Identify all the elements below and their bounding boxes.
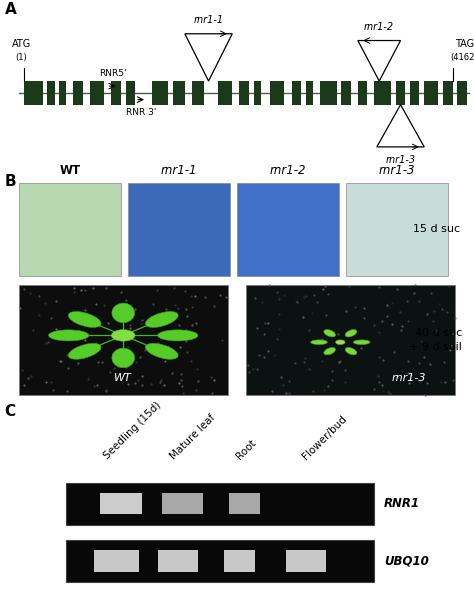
Ellipse shape (345, 330, 357, 337)
Text: rnr1-3: rnr1-3 (392, 373, 427, 383)
Bar (128, 184, 230, 276)
Circle shape (111, 330, 135, 341)
Bar (285, 550, 326, 572)
Text: 15 d suc: 15 d suc (413, 225, 460, 235)
Bar (218, 81, 232, 104)
Bar (192, 81, 204, 104)
Text: 40 d suc
+ 9 d soil: 40 d suc + 9 d soil (409, 328, 462, 352)
Text: B: B (5, 174, 17, 189)
Ellipse shape (146, 311, 178, 327)
Bar (100, 493, 142, 515)
Bar (270, 81, 284, 104)
Text: rnr1-3: rnr1-3 (379, 163, 415, 177)
Ellipse shape (68, 343, 101, 359)
Bar (152, 81, 168, 104)
Bar (254, 81, 261, 104)
Bar (24, 81, 43, 104)
Text: TAG: TAG (455, 39, 474, 49)
Text: rnr1-1: rnr1-1 (193, 15, 224, 25)
Ellipse shape (345, 348, 357, 355)
Bar (358, 81, 367, 104)
Bar (19, 184, 121, 276)
Bar (457, 81, 467, 104)
Text: C: C (5, 404, 16, 419)
Bar (239, 81, 249, 104)
Bar (292, 81, 301, 104)
Ellipse shape (324, 348, 336, 355)
Bar (320, 81, 337, 104)
Text: (4162): (4162) (451, 53, 474, 63)
Bar (94, 550, 138, 572)
Bar (224, 550, 255, 572)
Text: UBQ10: UBQ10 (384, 554, 428, 567)
Text: RNR 3': RNR 3' (126, 108, 156, 117)
Ellipse shape (310, 340, 327, 344)
Bar (162, 493, 202, 515)
Text: Flower/bud: Flower/bud (301, 413, 349, 462)
Ellipse shape (48, 330, 89, 341)
Bar (157, 550, 198, 572)
Bar (19, 285, 228, 395)
Bar (346, 184, 448, 276)
Bar (396, 81, 405, 104)
Text: rnr1-2: rnr1-2 (364, 22, 394, 32)
Bar (424, 81, 438, 104)
Bar (66, 540, 374, 582)
Bar (237, 184, 339, 276)
Ellipse shape (157, 330, 198, 341)
Ellipse shape (112, 348, 135, 368)
Circle shape (336, 340, 345, 344)
Bar (228, 493, 260, 515)
Text: (1): (1) (16, 53, 27, 63)
Bar (126, 81, 135, 104)
Text: rnr1-1: rnr1-1 (161, 163, 197, 177)
Bar (410, 81, 419, 104)
Bar (90, 81, 104, 104)
Text: RNR5': RNR5' (99, 69, 127, 78)
Text: rnr1-3: rnr1-3 (385, 155, 416, 165)
Bar (374, 81, 391, 104)
Bar (173, 81, 185, 104)
Bar (246, 285, 455, 395)
Ellipse shape (112, 303, 135, 323)
Bar (59, 81, 66, 104)
Text: rnr1-2: rnr1-2 (270, 163, 306, 177)
Ellipse shape (353, 340, 370, 344)
Bar (73, 81, 83, 104)
Ellipse shape (324, 330, 336, 337)
Bar (47, 81, 55, 104)
Text: RNR1: RNR1 (384, 497, 420, 510)
Text: Seedling (15d): Seedling (15d) (102, 400, 163, 462)
Text: WT: WT (114, 373, 132, 383)
Text: Mature leaf: Mature leaf (168, 413, 217, 462)
Bar (111, 81, 121, 104)
Bar (306, 81, 313, 104)
Text: Root: Root (235, 438, 258, 462)
Text: A: A (5, 2, 17, 17)
Bar (341, 81, 351, 104)
Text: WT: WT (59, 163, 81, 177)
Bar (443, 81, 453, 104)
Text: ATG: ATG (12, 39, 31, 49)
Ellipse shape (68, 311, 101, 327)
Bar (66, 483, 374, 525)
Ellipse shape (146, 343, 178, 359)
